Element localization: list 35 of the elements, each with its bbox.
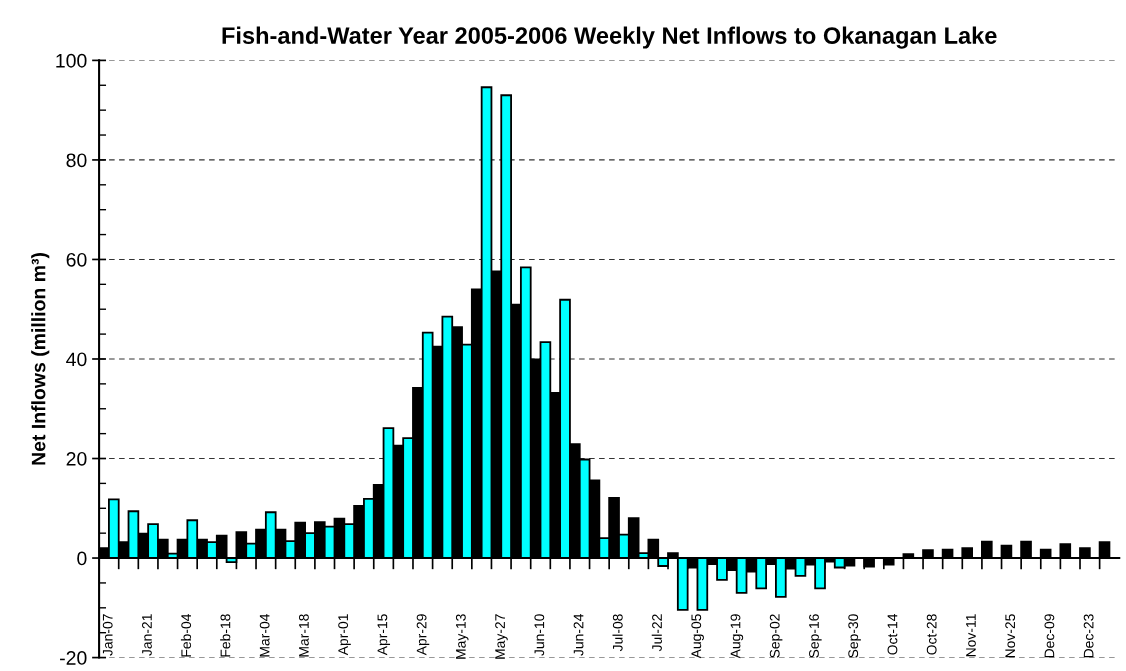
x-tick-label: Mar-18 — [298, 614, 309, 657]
y-tick-label: 60 — [66, 252, 87, 267]
x-tick-label: May-27 — [495, 614, 508, 659]
chart-title: Fish-and-Water Year 2005-2006 Weekly Net Inflows to Okanagan Lake — [222, 26, 997, 49]
x-tick-label: Feb-04 — [180, 614, 192, 657]
y-tick-label: 40 — [66, 352, 87, 367]
y-tick-label: 20 — [66, 451, 87, 466]
x-tick-label: Jan-21 — [142, 614, 152, 656]
x-tick-label: Dec-09 — [1044, 614, 1055, 658]
x-tick-label: Dec-23 — [1083, 614, 1094, 658]
x-tick-label: Aug-19 — [730, 614, 744, 659]
x-tick-label: May-13 — [455, 614, 469, 659]
x-tick-label: Jan-07 — [102, 614, 113, 656]
y-tick-label: 0 — [77, 551, 87, 566]
x-tick-label: Feb-18 — [220, 614, 231, 657]
x-tick-label: Aug-05 — [691, 614, 704, 659]
x-tick-label: Jul-22 — [651, 614, 662, 652]
x-tick-label: Oct-28 — [926, 614, 937, 655]
x-tick-label: Jun-10 — [534, 614, 545, 656]
x-tick-label: Jul-08 — [612, 614, 623, 652]
x-tick-label: Nov-25 — [1005, 614, 1016, 658]
y-tick-label: -20 — [60, 651, 87, 665]
y-tick-label: 100 — [56, 53, 87, 68]
x-tick-label: Apr-15 — [377, 614, 391, 656]
x-tick-label: Sep-30 — [848, 614, 861, 658]
x-tick-label: Apr-01 — [338, 614, 351, 656]
x-tick-label: Sep-16 — [809, 614, 822, 658]
x-tick-label: Apr-29 — [416, 614, 430, 656]
x-tick-label: Mar-04 — [259, 614, 270, 657]
x-tick-label: Sep-02 — [769, 614, 783, 658]
x-tick-label: Nov-11 — [966, 614, 976, 657]
y-axis-title: Net Inflows (million m³) — [31, 253, 50, 465]
x-tick-label: Oct-14 — [887, 614, 898, 655]
x-tick-label: Jun-24 — [573, 614, 584, 656]
y-tick-label: 80 — [66, 153, 87, 168]
